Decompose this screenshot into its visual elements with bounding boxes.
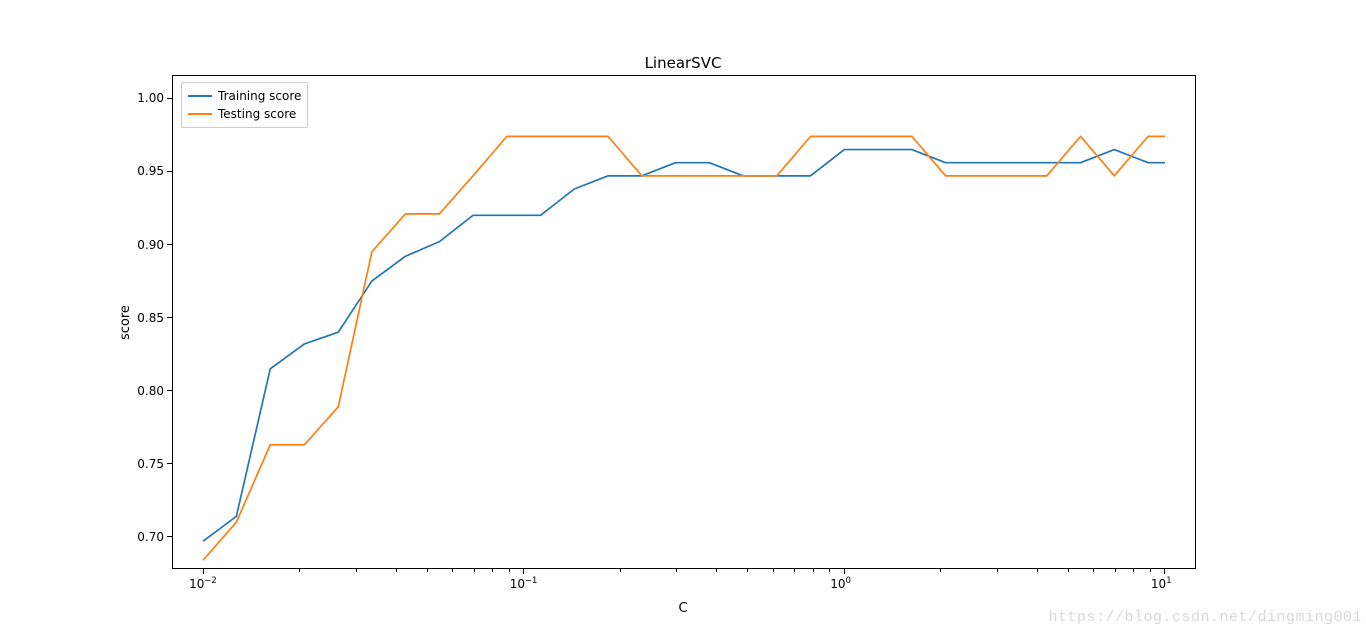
x-minor-tick <box>794 569 795 572</box>
y-tick-label: 0.95 <box>137 164 164 178</box>
x-minor-tick <box>1037 569 1038 572</box>
y-tick-label: 0.70 <box>137 530 164 544</box>
y-tick-label: 0.90 <box>137 238 164 252</box>
x-minor-tick <box>676 569 677 572</box>
x-minor-tick <box>492 569 493 572</box>
x-minor-tick <box>1093 569 1094 572</box>
series-line-0 <box>203 150 1165 542</box>
y-major-tick <box>167 536 172 537</box>
x-minor-tick <box>747 569 748 572</box>
legend: Training score Testing score <box>181 82 308 128</box>
x-tick-label: 101 <box>1151 577 1172 591</box>
x-major-tick <box>1164 569 1165 574</box>
y-axis-label: score <box>118 305 133 340</box>
x-minor-tick <box>299 569 300 572</box>
x-minor-tick <box>620 569 621 572</box>
legend-label: Training score <box>218 89 301 103</box>
series-line-1 <box>203 136 1165 560</box>
legend-line-sample <box>188 113 212 115</box>
y-tick-label: 1.00 <box>137 91 164 105</box>
x-minor-tick <box>1150 569 1151 572</box>
x-minor-tick <box>773 569 774 572</box>
x-minor-tick <box>452 569 453 572</box>
chart-title: LinearSVC <box>0 54 1366 72</box>
x-minor-tick <box>1133 569 1134 572</box>
x-minor-tick <box>940 569 941 572</box>
x-minor-tick <box>716 569 717 572</box>
x-minor-tick <box>829 569 830 572</box>
y-major-tick <box>167 171 172 172</box>
legend-item: Training score <box>188 87 301 105</box>
x-minor-tick <box>1115 569 1116 572</box>
x-major-tick <box>203 569 204 574</box>
x-minor-tick <box>509 569 510 572</box>
x-tick-label: 10−1 <box>510 577 538 591</box>
y-tick-label: 0.75 <box>137 457 164 471</box>
legend-item: Testing score <box>188 105 301 123</box>
x-minor-tick <box>474 569 475 572</box>
y-major-tick <box>167 390 172 391</box>
y-major-tick <box>167 244 172 245</box>
x-minor-tick <box>1068 569 1069 572</box>
figure: LinearSVC score C 10−210−1100101 0.700.7… <box>0 0 1366 632</box>
legend-line-sample <box>188 95 212 97</box>
y-major-tick <box>167 317 172 318</box>
y-tick-label: 0.80 <box>137 384 164 398</box>
x-tick-label: 10−2 <box>189 577 217 591</box>
x-major-tick <box>844 569 845 574</box>
x-major-tick <box>523 569 524 574</box>
x-tick-label: 100 <box>830 577 851 591</box>
y-tick-label: 0.85 <box>137 311 164 325</box>
y-major-tick <box>167 98 172 99</box>
x-minor-tick <box>997 569 998 572</box>
x-minor-tick <box>396 569 397 572</box>
plot-lines-svg <box>172 75 1196 569</box>
x-minor-tick <box>356 569 357 572</box>
x-minor-tick <box>427 569 428 572</box>
legend-label: Testing score <box>218 107 296 121</box>
x-minor-tick <box>813 569 814 572</box>
watermark-text: https://blog.csdn.net/dingming001 <box>1048 609 1362 626</box>
y-major-tick <box>167 463 172 464</box>
